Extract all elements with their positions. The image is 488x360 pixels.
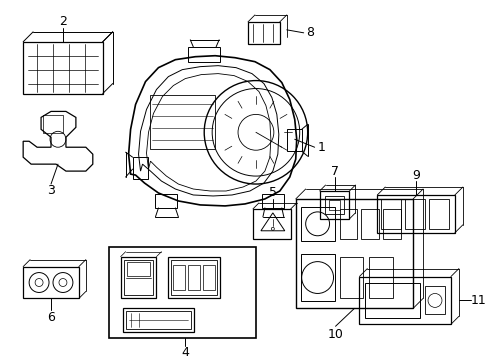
Bar: [377, 195, 454, 233]
Bar: [361, 209, 379, 239]
Text: 1: 1: [317, 141, 325, 154]
Text: 5: 5: [268, 186, 276, 199]
Text: 6: 6: [47, 311, 55, 324]
Bar: [405, 199, 424, 229]
Bar: [247, 22, 279, 44]
Bar: [319, 191, 349, 219]
Bar: [155, 194, 177, 208]
Bar: [300, 254, 334, 301]
Bar: [368, 257, 392, 298]
Text: 11: 11: [470, 294, 486, 307]
Bar: [424, 287, 444, 314]
Bar: [339, 209, 357, 239]
Text: 9: 9: [411, 168, 419, 181]
Bar: [383, 209, 400, 239]
Bar: [262, 194, 283, 208]
Bar: [203, 265, 215, 291]
Bar: [123, 260, 153, 296]
Bar: [171, 260, 217, 296]
Bar: [252, 209, 290, 239]
Text: 7: 7: [330, 165, 338, 177]
Bar: [121, 257, 156, 298]
Text: 4: 4: [181, 346, 189, 359]
Bar: [295, 199, 412, 309]
Bar: [339, 257, 363, 298]
Text: 10: 10: [327, 328, 343, 341]
Bar: [132, 157, 147, 179]
Bar: [122, 309, 194, 332]
Bar: [23, 267, 79, 298]
Bar: [286, 129, 301, 151]
Bar: [168, 257, 220, 298]
Bar: [324, 196, 344, 214]
Text: 8: 8: [305, 26, 313, 39]
Bar: [108, 247, 255, 338]
Bar: [365, 283, 419, 318]
Text: 2: 2: [59, 15, 67, 28]
Bar: [43, 116, 63, 133]
Text: 3: 3: [47, 184, 55, 198]
Bar: [23, 42, 102, 94]
Bar: [188, 47, 220, 62]
Bar: [150, 95, 215, 149]
Bar: [125, 311, 191, 329]
Bar: [381, 199, 400, 229]
Bar: [300, 207, 334, 241]
Bar: [359, 276, 450, 324]
Bar: [173, 265, 185, 291]
Bar: [126, 262, 150, 275]
Bar: [328, 200, 340, 210]
Bar: [428, 199, 448, 229]
Bar: [188, 265, 200, 291]
